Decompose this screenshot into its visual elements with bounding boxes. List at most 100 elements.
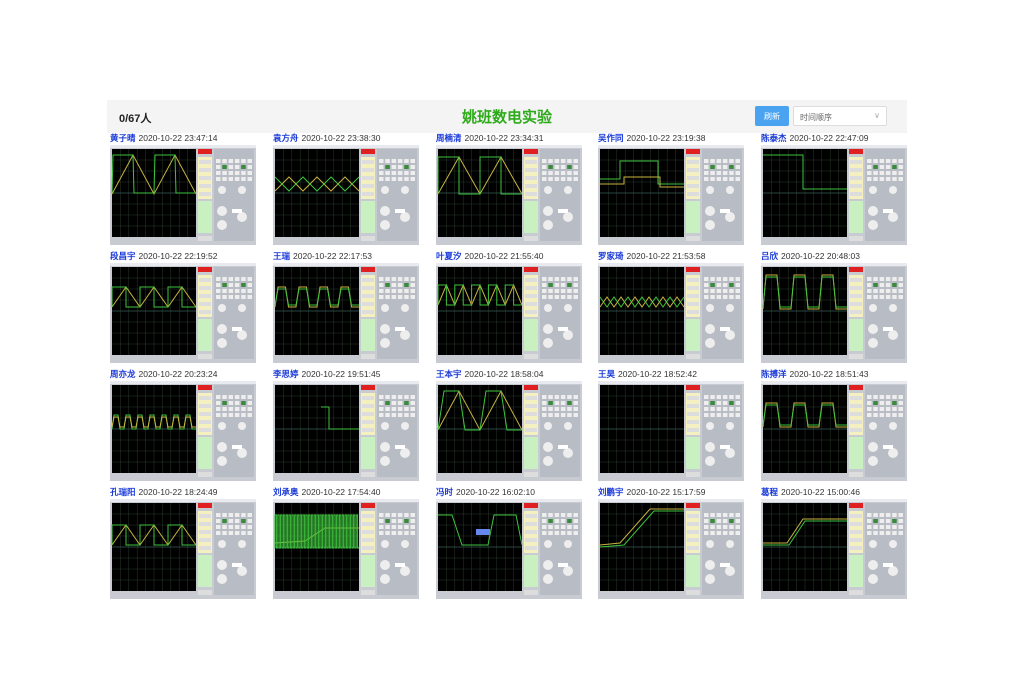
submission-time: 2020-10-22 22:19:52 (138, 251, 218, 261)
student-name[interactable]: 袁方舟 (273, 133, 299, 143)
student-name[interactable]: 王昊 (598, 369, 616, 379)
submission-caption: 王昊 2020-10-22 18:52:42 (598, 369, 744, 380)
student-name[interactable]: 吴作同 (598, 133, 624, 143)
oscilloscope-screenshot[interactable] (436, 381, 582, 481)
submission-time: 2020-10-22 19:51:45 (301, 369, 381, 379)
submission-caption: 吴作同 2020-10-22 23:19:38 (598, 133, 744, 144)
submission-time: 2020-10-22 16:02:10 (456, 487, 535, 497)
submission-time: 2020-10-22 18:51:43 (789, 369, 869, 379)
submission-card: 叶夏汐 2020-10-22 21:55:40 (436, 251, 582, 363)
oscilloscope-screenshot[interactable] (110, 263, 256, 363)
submission-caption: 袁方舟 2020-10-22 23:38:30 (273, 133, 419, 144)
student-name[interactable]: 叶夏汐 (436, 251, 462, 261)
oscilloscope-screenshot[interactable] (761, 381, 907, 481)
student-name[interactable]: 王瑞 (273, 251, 291, 261)
oscilloscope-screenshot[interactable] (110, 381, 256, 481)
submission-card: 孔瑞阳 2020-10-22 18:24:49 (110, 487, 256, 599)
submission-card: 葛程 2020-10-22 15:00:46 (761, 487, 907, 599)
submission-count: 0/67人 (119, 113, 152, 125)
student-name[interactable]: 段昌宇 (110, 251, 136, 261)
oscilloscope-screenshot[interactable] (110, 145, 256, 245)
submission-card: 吕欣 2020-10-22 20:48:03 (761, 251, 907, 363)
oscilloscope-screenshot[interactable] (598, 145, 744, 245)
submission-caption: 王本宇 2020-10-22 18:58:04 (436, 369, 582, 380)
refresh-button[interactable]: 刷新 (755, 106, 789, 126)
oscilloscope-screenshot[interactable] (273, 381, 419, 481)
submission-caption: 黄子晴 2020-10-22 23:47:14 (110, 133, 256, 144)
submission-time: 2020-10-22 18:58:04 (464, 369, 544, 379)
submission-caption: 周亦龙 2020-10-22 20:23:24 (110, 369, 256, 380)
student-name[interactable]: 罗家琦 (598, 251, 624, 261)
page-title: 姚班数电实验 (461, 109, 552, 126)
waveform-trace (763, 518, 847, 544)
submission-card: 周楠清 2020-10-22 23:34:31 (436, 133, 582, 245)
submission-card: 刘鹏宇 2020-10-22 15:17:59 (598, 487, 744, 599)
oscilloscope-screenshot[interactable] (598, 381, 744, 481)
submission-time: 2020-10-22 22:47:09 (789, 133, 869, 143)
student-name[interactable]: 周楠清 (436, 133, 462, 143)
student-name[interactable]: 李思婷 (273, 369, 299, 379)
submission-caption: 孔瑞阳 2020-10-22 18:24:49 (110, 487, 256, 498)
submission-time: 2020-10-22 15:17:59 (626, 487, 706, 497)
submission-time: 2020-10-22 17:54:40 (301, 487, 381, 497)
waveform-trace (763, 520, 847, 546)
waveform-trace (437, 156, 522, 195)
submission-caption: 陈泰杰 2020-10-22 22:47:09 (761, 133, 907, 144)
submission-time: 2020-10-22 23:47:14 (138, 133, 218, 143)
waveform-trace (321, 406, 359, 430)
waveform-trace (762, 274, 847, 310)
submission-card: 周亦龙 2020-10-22 20:23:24 (110, 369, 256, 481)
waveform-trace (599, 510, 684, 548)
student-name[interactable]: 冯时 (436, 487, 454, 497)
oscilloscope-screenshot[interactable] (273, 145, 419, 245)
oscilloscope-screenshot[interactable] (110, 499, 256, 599)
sort-select[interactable]: 时间顺序 ∨ (793, 106, 887, 126)
oscilloscope-screenshot[interactable] (761, 145, 907, 245)
oscilloscope-screenshot[interactable] (436, 499, 582, 599)
waveform-trace (437, 284, 522, 306)
student-name[interactable]: 葛程 (761, 487, 779, 497)
submission-card: 王瑞 2020-10-22 22:17:53 (273, 251, 419, 363)
student-name[interactable]: 孔瑞阳 (110, 487, 136, 497)
oscilloscope-screenshot[interactable] (273, 499, 419, 599)
submission-caption: 冯时 2020-10-22 16:02:10 (436, 487, 582, 498)
student-name[interactable]: 王本宇 (436, 369, 462, 379)
waveform-trace (762, 404, 847, 426)
submission-time: 2020-10-22 18:52:42 (618, 369, 697, 379)
student-name[interactable]: 陈搏洋 (761, 369, 787, 379)
submission-card: 陈泰杰 2020-10-22 22:47:09 (761, 133, 907, 245)
oscilloscope-screenshot[interactable] (761, 263, 907, 363)
submission-time: 2020-10-22 15:00:46 (781, 487, 860, 497)
waveform-trace (111, 153, 197, 196)
waveform-trace (762, 402, 847, 428)
oscilloscope-screenshot[interactable] (273, 263, 419, 363)
submission-time: 2020-10-22 20:48:03 (781, 251, 860, 261)
submission-caption: 李思婷 2020-10-22 19:51:45 (273, 369, 419, 380)
submission-time: 2020-10-22 23:19:38 (626, 133, 706, 143)
submission-time: 2020-10-22 18:24:49 (138, 487, 218, 497)
oscilloscope-screenshot[interactable] (436, 145, 582, 245)
chevron-down-icon: ∨ (874, 111, 880, 120)
oscilloscope-screenshot[interactable] (598, 263, 744, 363)
submission-caption: 叶夏汐 2020-10-22 21:55:40 (436, 251, 582, 262)
submission-card: 王本宇 2020-10-22 18:58:04 (436, 369, 582, 481)
submission-time: 2020-10-22 21:53:58 (626, 251, 706, 261)
student-name[interactable]: 刘鹏宇 (598, 487, 624, 497)
oscilloscope-screenshot[interactable] (436, 263, 582, 363)
oscilloscope-screenshot[interactable] (761, 499, 907, 599)
student-name[interactable]: 吕欣 (761, 251, 779, 261)
submission-card: 冯时 2020-10-22 16:02:10 (436, 487, 582, 599)
waveform-trace (599, 296, 685, 308)
oscilloscope-screenshot[interactable] (598, 499, 744, 599)
student-name[interactable]: 陈泰杰 (761, 133, 787, 143)
student-name[interactable]: 刘承奥 (273, 487, 299, 497)
submission-card: 袁方舟 2020-10-22 23:38:30 (273, 133, 419, 245)
submission-card: 段昌宇 2020-10-22 22:19:52 (110, 251, 256, 363)
waveform-trace (274, 176, 360, 192)
student-name[interactable]: 黄子晴 (110, 133, 136, 143)
submission-caption: 刘承奥 2020-10-22 17:54:40 (273, 487, 419, 498)
sort-value: 时间顺序 (800, 113, 832, 122)
student-name[interactable]: 周亦龙 (110, 369, 136, 379)
submission-time: 2020-10-22 23:34:31 (464, 133, 544, 143)
submission-time: 2020-10-22 21:55:40 (464, 251, 544, 261)
